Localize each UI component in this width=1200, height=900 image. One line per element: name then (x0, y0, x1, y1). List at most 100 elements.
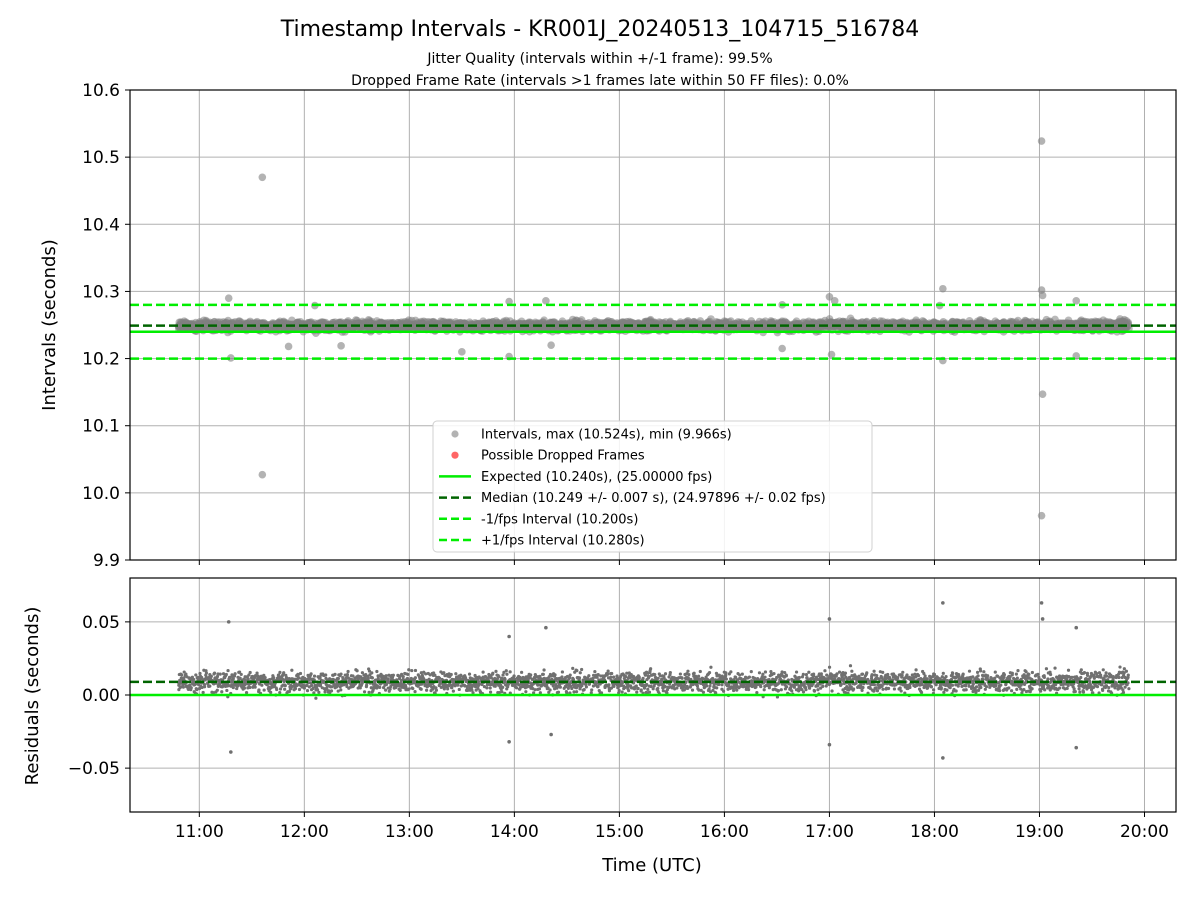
residual-point (649, 667, 653, 671)
residual-point (358, 686, 362, 690)
residual-point (646, 687, 650, 691)
residual-point (678, 672, 682, 676)
residual-point (263, 675, 267, 680)
residual-point (553, 673, 557, 677)
residual-point (209, 674, 213, 678)
y-tick-label: 10.2 (82, 350, 120, 370)
residual-point (697, 688, 701, 692)
residual-point (675, 686, 679, 690)
residual-point (497, 675, 501, 679)
residual-point (481, 670, 485, 674)
legend-label: Intervals, max (10.524s), min (9.966s) (481, 428, 732, 443)
residual-point (578, 671, 582, 675)
residual-point (244, 690, 249, 695)
residual-point (248, 670, 252, 675)
residual-point (211, 691, 216, 695)
residual-point (433, 673, 437, 677)
residual-point (200, 685, 204, 690)
residual-point (407, 668, 411, 672)
residual-point (575, 669, 579, 673)
residual-point (410, 668, 414, 673)
residual-point (198, 671, 202, 676)
residual-point (620, 690, 624, 694)
residual-point (623, 685, 627, 690)
residual-point (515, 686, 519, 690)
residual-point (698, 669, 702, 674)
residual-point (617, 688, 621, 693)
residual-point (711, 676, 715, 681)
interval-outlier-point (1072, 297, 1081, 305)
residual-point (369, 686, 373, 690)
residual-point (247, 673, 251, 677)
residual-point (488, 690, 493, 694)
residual-point (574, 690, 579, 694)
interval-outlier-point (827, 350, 836, 359)
residual-point (485, 686, 489, 690)
residual-point (457, 687, 461, 692)
residual-point (434, 686, 438, 690)
residual-point (574, 686, 579, 690)
residual-point (729, 670, 733, 674)
interval-outlier-point (1037, 511, 1046, 520)
residual-point (201, 690, 205, 695)
residual-point (500, 676, 504, 680)
residual-point (260, 683, 264, 687)
residual-point (218, 672, 222, 676)
residual-point (683, 683, 687, 687)
residual-point (370, 671, 374, 675)
residual-point (471, 691, 475, 695)
residual-point (220, 690, 224, 694)
residual-point (755, 691, 759, 695)
residual-point (596, 684, 600, 689)
legend-label: -1/fps Interval (10.200s) (481, 512, 638, 527)
residual-point (572, 690, 576, 694)
residual-point (699, 688, 703, 692)
residual-point (570, 686, 574, 691)
residual-point (763, 675, 767, 679)
residual-point (551, 684, 555, 688)
chart-subtitle-1: Jitter Quality (intervals within +/-1 fr… (426, 51, 772, 67)
residual-point (606, 669, 610, 673)
residual-point (388, 687, 392, 691)
residual-point (238, 670, 242, 674)
residual-point (717, 682, 721, 687)
interval-outlier-point (778, 344, 786, 353)
residual-point (406, 672, 410, 677)
residual-point (506, 682, 510, 687)
residual-point (624, 674, 628, 679)
x-tick-label: 19:00 (1015, 822, 1064, 842)
residual-point (224, 672, 228, 677)
residual-point (667, 685, 671, 689)
residual-point (278, 690, 282, 695)
residual-point (567, 676, 572, 680)
residual-point (690, 688, 695, 692)
residual-point (470, 688, 474, 692)
residual-point (202, 682, 207, 687)
residual-point (230, 673, 234, 677)
residual-point (686, 669, 690, 673)
interval-outlier-point (258, 470, 267, 479)
residual-point (612, 675, 616, 679)
residual-point (442, 671, 446, 675)
residual-point (636, 686, 640, 691)
residual-point (757, 671, 762, 675)
interval-outlier-point (547, 341, 555, 349)
residual-point (504, 669, 508, 673)
x-tick-label: 11:00 (175, 822, 224, 842)
residual-point (701, 677, 705, 681)
residual-point (649, 684, 653, 689)
residual-point (645, 682, 649, 687)
legend-label: Median (10.249 +/- 0.007 s), (24.97896 +… (481, 491, 826, 506)
residual-point (476, 686, 480, 691)
y-tick-label: −0.05 (68, 759, 120, 779)
residual-point (375, 669, 379, 674)
residual-point (639, 688, 643, 692)
residual-point (179, 685, 183, 689)
residual-point (724, 671, 728, 675)
residual-point (280, 677, 285, 681)
residual-point (762, 688, 766, 692)
residual-point (668, 682, 672, 686)
residual-point (253, 673, 258, 678)
residual-point (262, 688, 266, 692)
